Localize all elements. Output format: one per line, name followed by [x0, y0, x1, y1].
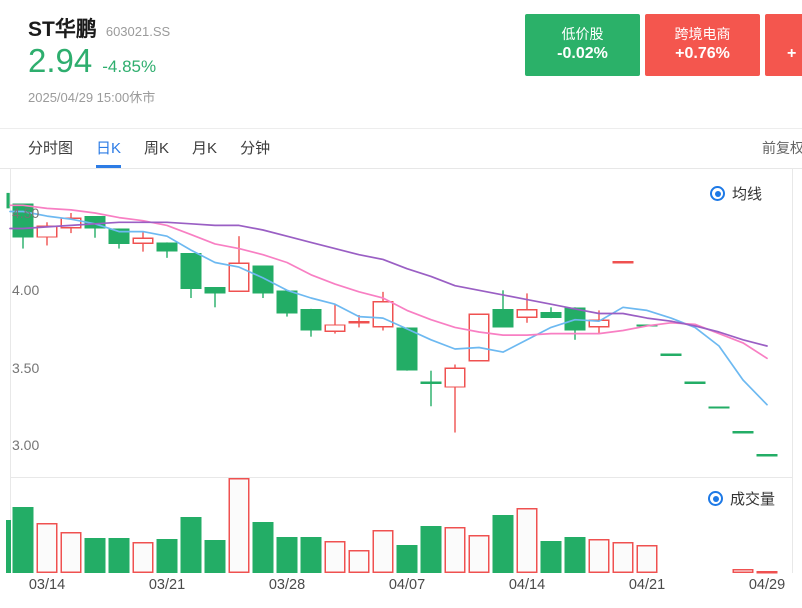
chart-tabbar: 分时图 日K 周K 月K 分钟 前复权 — [0, 128, 802, 169]
date-tick-label: 03/28 — [268, 577, 306, 593]
ma-legend-radio[interactable]: 均线 — [710, 183, 762, 204]
sector-tag[interactable]: 低价股 -0.02% — [525, 14, 640, 76]
date-tick-label: 04/07 — [388, 577, 426, 593]
price-tick-label: 4.50 — [12, 205, 40, 221]
stock-code: 603021.SS — [105, 24, 171, 39]
price-row: 2.94 -4.85% — [28, 42, 156, 80]
tab-weekly-k[interactable]: 周K — [144, 140, 170, 157]
date-tick-label: 04/14 — [508, 577, 546, 593]
sector-tag-value: -0.02% — [557, 45, 608, 62]
date-tick-label: 04/21 — [628, 577, 666, 593]
sector-tag-value: +0.76% — [675, 45, 730, 62]
stock-header: ST华鹏 603021.SS — [28, 13, 170, 43]
tab-list: 分时图 日K 周K 月K 分钟 — [28, 129, 293, 168]
tab-daily-k[interactable]: 日K — [96, 129, 122, 168]
sector-tag-name: 低价股 — [561, 26, 604, 42]
ma-legend-label: 均线 — [732, 186, 763, 203]
stock-title: ST华鹏 — [28, 18, 97, 41]
ma20-line — [9, 221, 768, 347]
sector-tag[interactable]: + — [765, 14, 802, 76]
volume-legend-label: 成交量 — [730, 491, 776, 508]
tab-monthly-k[interactable]: 月K — [192, 140, 218, 157]
volume-legend-radio[interactable]: 成交量 — [708, 488, 775, 509]
stock-price: 2.94 — [28, 42, 93, 79]
ma5-line — [9, 210, 768, 406]
ma10-line — [9, 204, 768, 360]
stock-change: -4.85% — [102, 57, 157, 76]
volume-radio-icon — [708, 491, 723, 506]
sector-tag-name — [765, 24, 802, 40]
sector-tag[interactable]: 跨境电商 +0.76% — [645, 14, 760, 76]
price-tick-label: 3.50 — [12, 359, 40, 376]
date-tick-label: 04/29 — [748, 577, 786, 593]
date-tick-label: 03/14 — [28, 577, 66, 593]
sector-tag-name: 跨境电商 — [674, 26, 731, 42]
tab-minute[interactable]: 分钟 — [240, 140, 271, 157]
stock-timestamp: 2025/04/29 15:00休市 — [28, 90, 156, 105]
price-tick-label: 4.00 — [12, 282, 40, 299]
tab-time-share[interactable]: 分时图 — [28, 140, 74, 157]
date-tick-label: 03/21 — [148, 577, 186, 593]
adjust-mode-button[interactable]: 前复权 — [762, 140, 802, 156]
kline-chart-canvas[interactable] — [0, 167, 802, 608]
ma-radio-icon — [710, 186, 725, 201]
sector-tag-value: + — [787, 45, 797, 62]
price-tick-label: 3.00 — [12, 436, 40, 453]
